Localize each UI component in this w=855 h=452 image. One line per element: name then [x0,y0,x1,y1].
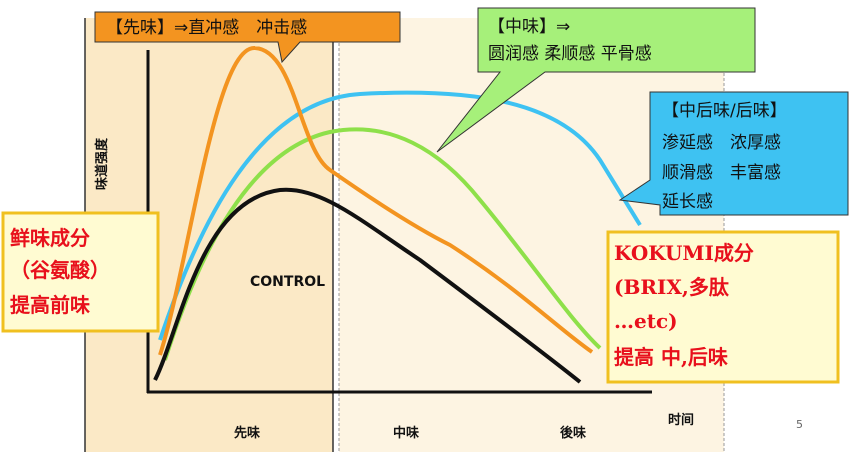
x-label: 後味 [560,425,586,441]
callout-text: 圆润感 柔顺感 平骨感 [488,44,652,64]
x-axis-label: 时间 [668,412,694,428]
box-text: 提高前味 [10,293,90,317]
page-number: 5 [796,418,803,431]
callout-text: 延长感 [662,192,713,212]
box-text: (BRIX,多肽 [614,275,730,299]
callout-text: 顺滑感 丰富感 [662,163,781,183]
right-box [606,230,840,384]
box-text: KOKUMI成分 [614,241,754,265]
curve-control [153,187,582,384]
callout-after [618,91,849,216]
callout-middle [436,7,756,153]
callout-text: 渗延感 浓厚感 [662,133,781,153]
box-text: …etc) [614,309,678,333]
callout-text: 【先味】⇒直冲感 冲击感 [106,18,307,38]
curve-orange [158,45,594,356]
callout-text: 【中味】⇒ [488,17,570,37]
x-label: 中味 [393,425,419,441]
callout-text: 【中后味/后味】 [662,101,787,121]
callout-first [94,11,401,64]
box-text: 鲜味成分 [10,226,90,250]
left-box [1,211,160,333]
curve-blue [158,90,642,341]
box-text: （谷氨酸） [10,258,110,282]
box-text: 提高 中,后味 [614,345,728,369]
x-label: 先味 [234,425,260,441]
curve-label: CONTROL [250,274,325,290]
y-axis-label: 味道强度 [94,137,110,190]
